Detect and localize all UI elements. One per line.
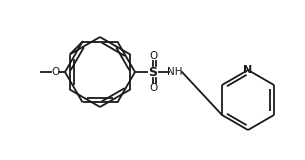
Text: O: O <box>149 83 157 93</box>
Text: O: O <box>149 51 157 61</box>
Text: NH: NH <box>167 67 183 77</box>
Text: N: N <box>243 65 253 75</box>
Text: O: O <box>51 67 59 77</box>
Text: S: S <box>149 65 157 79</box>
